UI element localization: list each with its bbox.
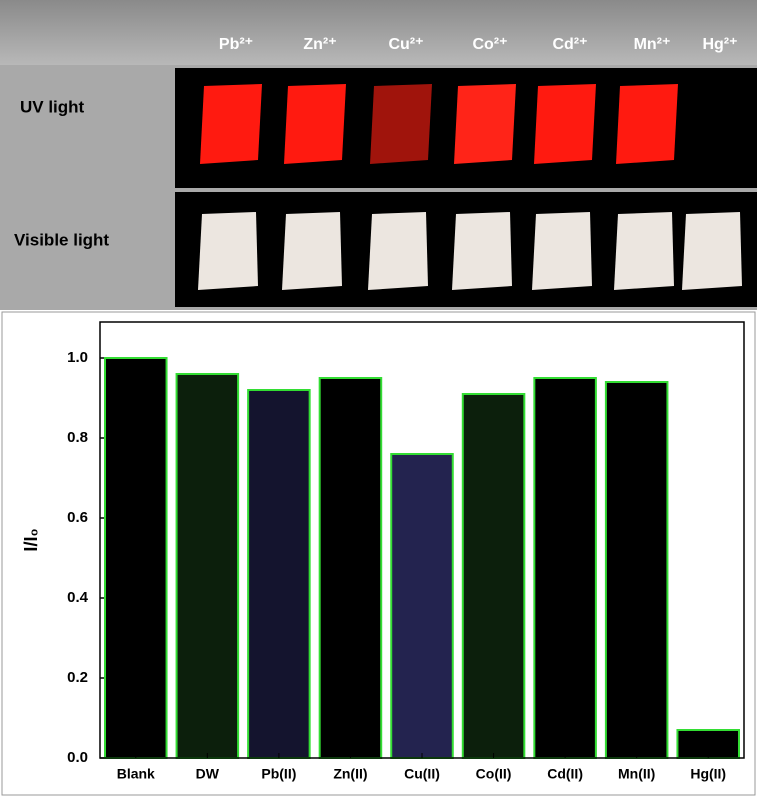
x-tick-label: Co(II) xyxy=(476,766,512,782)
visible-patch xyxy=(614,212,674,290)
ion-label: Zn²⁺ xyxy=(303,36,336,53)
x-tick-label: Pb(II) xyxy=(261,766,296,782)
bar xyxy=(105,358,167,758)
bar xyxy=(534,378,596,758)
y-tick-label: 1.0 xyxy=(67,349,88,366)
y-tick-label: 0.8 xyxy=(67,429,88,446)
bar xyxy=(177,374,239,758)
ion-label: Co²⁺ xyxy=(472,36,507,53)
x-tick-label: Mn(II) xyxy=(618,766,655,782)
x-tick-label: Cu(II) xyxy=(404,766,440,782)
uv-patch xyxy=(454,84,516,164)
uv-patch xyxy=(200,84,262,164)
photo-header xyxy=(0,0,757,65)
uv-patch xyxy=(616,84,678,164)
ion-label: Hg²⁺ xyxy=(702,36,737,53)
row-label: UV light xyxy=(20,97,85,116)
uv-patch xyxy=(370,84,432,164)
visible-patch xyxy=(532,212,592,290)
y-axis-label: I/I₀ xyxy=(21,528,41,551)
uv-patch xyxy=(534,84,596,164)
y-tick-label: 0.2 xyxy=(67,669,88,686)
visible-patch xyxy=(682,212,742,290)
row-label: Visible light xyxy=(14,230,109,249)
visible-patch xyxy=(368,212,428,290)
bar xyxy=(606,382,668,758)
visible-patch xyxy=(452,212,512,290)
ion-label: Pb²⁺ xyxy=(219,36,253,53)
bar xyxy=(391,454,453,758)
uv-patch xyxy=(284,84,346,164)
x-tick-label: Zn(II) xyxy=(333,766,367,782)
x-tick-label: Blank xyxy=(117,766,155,782)
visible-patch xyxy=(198,212,258,290)
ion-label: Cd²⁺ xyxy=(552,36,587,53)
y-tick-label: 0.0 xyxy=(67,749,88,766)
bar xyxy=(248,390,310,758)
x-tick-label: DW xyxy=(196,766,220,782)
bar xyxy=(463,394,525,758)
figure: UV light Visible light Pb²⁺ Zn²⁺ Cu²⁺ Co²⁺ C… xyxy=(0,0,757,797)
y-tick-label: 0.6 xyxy=(67,509,88,526)
x-tick-label: Hg(II) xyxy=(690,766,726,782)
visible-patch xyxy=(282,212,342,290)
ion-label: Cu²⁺ xyxy=(388,36,423,53)
ion-label: Mn²⁺ xyxy=(634,36,671,53)
bar xyxy=(320,378,382,758)
x-tick-label: Cd(II) xyxy=(547,766,583,782)
y-tick-label: 0.4 xyxy=(67,589,89,606)
